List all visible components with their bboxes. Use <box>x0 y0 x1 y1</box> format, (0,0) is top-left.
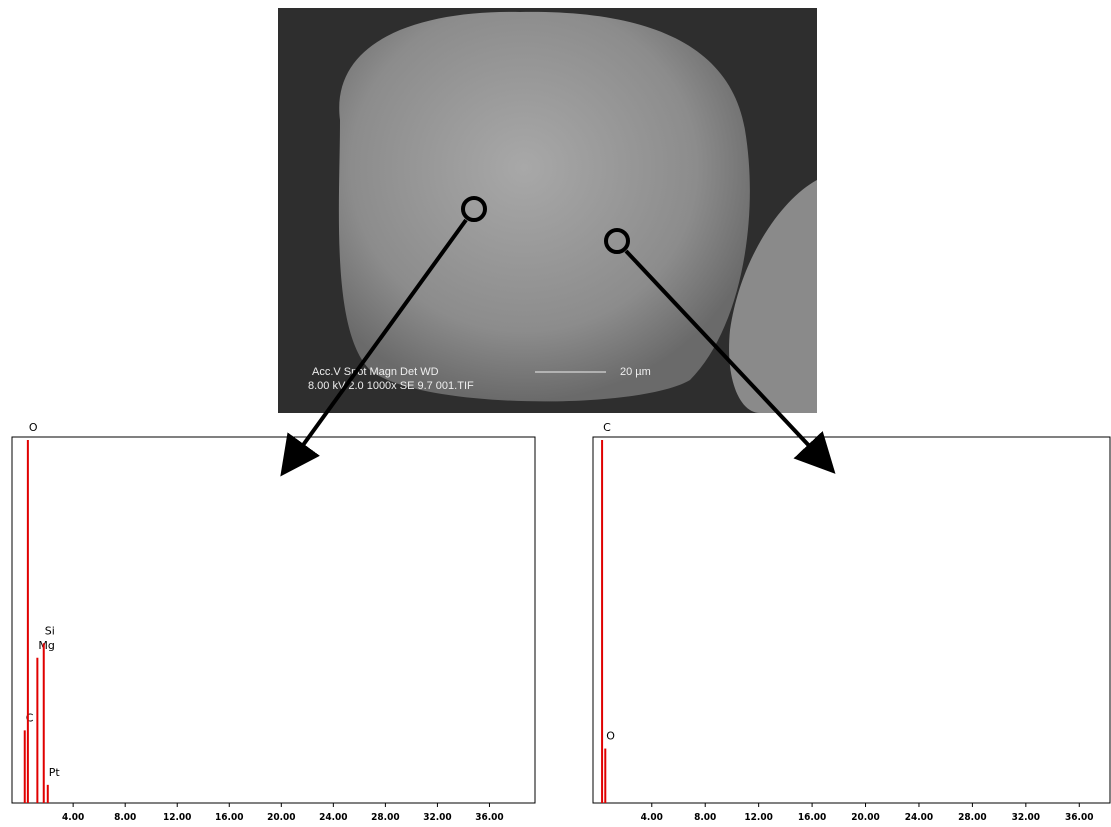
x-tick-label: 28.00 <box>371 812 399 823</box>
x-tick-label: 12.00 <box>163 812 191 823</box>
spectrum-frame <box>11 436 536 804</box>
peak-label: C <box>603 421 611 434</box>
x-tick-label: 12.00 <box>744 812 772 823</box>
x-tick-label: 20.00 <box>851 812 879 823</box>
peak-label: O <box>606 730 615 743</box>
peak-label: O <box>29 421 38 434</box>
particle <box>338 11 750 402</box>
x-tick-label: 32.00 <box>423 812 451 823</box>
x-tick-label: 32.00 <box>1012 812 1040 823</box>
particle-2 <box>729 180 817 413</box>
x-tick-label: 20.00 <box>267 812 295 823</box>
peak-label: Si <box>45 624 55 637</box>
spot-marker <box>604 228 630 254</box>
x-tick-label: 4.00 <box>641 812 663 823</box>
x-tick-label: 16.00 <box>798 812 826 823</box>
sem-scale: 20 µm <box>620 366 651 378</box>
x-tick-label: 24.00 <box>905 812 933 823</box>
arrow <box>280 218 468 477</box>
x-tick-label: 8.00 <box>114 812 136 823</box>
arrow <box>624 249 836 474</box>
spectrum-frame <box>592 436 1111 804</box>
x-tick-label: 16.00 <box>215 812 243 823</box>
peak-label: Pt <box>49 766 61 779</box>
x-tick-label: 24.00 <box>319 812 347 823</box>
x-tick-label: 8.00 <box>694 812 716 823</box>
peak-label: C <box>26 711 34 724</box>
peak-label: Mg <box>38 639 54 652</box>
sem-image: Acc.V Spot Magn Det WD 8.00 kV 2.0 1000x… <box>278 8 817 413</box>
sem-label: 8.00 kV 2.0 1000x SE 9.7 001.TIF <box>308 380 474 392</box>
x-tick-label: 28.00 <box>958 812 986 823</box>
x-tick-label: 36.00 <box>1065 812 1093 823</box>
sem-label: Acc.V Spot Magn Det WD <box>312 366 439 378</box>
spot-marker <box>461 196 487 222</box>
x-tick-label: 36.00 <box>475 812 503 823</box>
x-tick-label: 4.00 <box>62 812 84 823</box>
